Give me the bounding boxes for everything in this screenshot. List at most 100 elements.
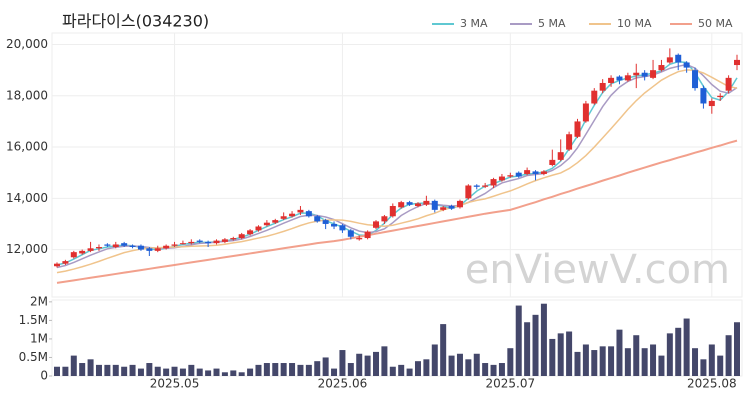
candle-body bbox=[314, 216, 321, 222]
volume-bar bbox=[129, 364, 136, 376]
volume-bar bbox=[524, 322, 531, 376]
volume-bar bbox=[87, 359, 94, 376]
candle-body bbox=[247, 230, 254, 235]
candle-body bbox=[364, 231, 371, 239]
candle-body bbox=[549, 159, 556, 165]
y-tick-label: 16,000 bbox=[6, 140, 48, 154]
volume-bar bbox=[515, 305, 522, 376]
volume-bar bbox=[650, 344, 657, 376]
volume-bar bbox=[331, 368, 338, 376]
candle-body bbox=[280, 216, 287, 219]
candle-body bbox=[213, 240, 220, 244]
volume-bar bbox=[734, 322, 740, 376]
volume-bar bbox=[179, 368, 186, 376]
candle-body bbox=[339, 225, 346, 231]
candle-body bbox=[633, 72, 640, 76]
volume-bar bbox=[540, 303, 547, 376]
volume-bar bbox=[272, 363, 279, 376]
volume-bar bbox=[205, 370, 212, 376]
volume-bar bbox=[347, 363, 354, 376]
candle-body bbox=[373, 221, 380, 228]
candle-body bbox=[423, 200, 430, 205]
volume-bar bbox=[137, 368, 144, 376]
y-tick-label: 14,000 bbox=[6, 191, 48, 205]
candle-body bbox=[515, 172, 522, 177]
volume-bar bbox=[490, 364, 497, 376]
candle-body bbox=[322, 220, 329, 224]
candle-body bbox=[507, 175, 514, 177]
candle-body bbox=[104, 244, 111, 246]
candle-body bbox=[112, 244, 119, 248]
candle-body bbox=[398, 202, 405, 208]
volume-bar bbox=[398, 364, 405, 376]
candle-body bbox=[608, 77, 615, 83]
candle-body bbox=[137, 245, 144, 250]
volume-bar bbox=[221, 372, 228, 376]
volume-bar bbox=[633, 335, 640, 376]
volume-bar bbox=[582, 344, 589, 376]
volume-bar bbox=[465, 359, 472, 376]
volume-bar bbox=[230, 370, 237, 376]
volume-bar bbox=[188, 364, 195, 376]
volume-bar bbox=[163, 368, 170, 376]
candle-body bbox=[179, 243, 186, 245]
volume-bar bbox=[305, 364, 312, 376]
candle-body bbox=[524, 170, 531, 174]
candle-body bbox=[566, 134, 573, 150]
volume-bar bbox=[616, 329, 623, 376]
volume-bar bbox=[54, 366, 60, 376]
candle-body bbox=[62, 261, 69, 264]
candle-body bbox=[582, 103, 589, 122]
candle-body bbox=[675, 54, 682, 63]
volume-bar bbox=[238, 372, 245, 376]
candle-body bbox=[708, 100, 715, 107]
candle-body bbox=[163, 245, 170, 249]
candle-body bbox=[272, 220, 279, 223]
volume-bar bbox=[440, 324, 447, 376]
candle-body bbox=[666, 57, 673, 63]
candle-body bbox=[238, 234, 245, 239]
volume-bar bbox=[700, 359, 707, 376]
volume-bar bbox=[448, 355, 455, 376]
x-tick-label: 2025.06 bbox=[318, 377, 368, 391]
volume-bar bbox=[675, 327, 682, 376]
candle-body bbox=[482, 185, 489, 187]
candle-body bbox=[641, 72, 648, 77]
volume-bar bbox=[121, 366, 128, 376]
candle-body bbox=[347, 230, 354, 237]
volume-bar bbox=[574, 351, 581, 376]
candle-body bbox=[230, 238, 237, 240]
volume-bar bbox=[498, 363, 505, 376]
candle-body bbox=[205, 241, 212, 244]
volume-bar bbox=[406, 368, 413, 376]
candle-body bbox=[331, 223, 338, 227]
legend-label: 5 MA bbox=[538, 17, 566, 30]
candle-body bbox=[431, 200, 438, 210]
volume-bar bbox=[79, 363, 86, 376]
volume-bar bbox=[608, 346, 615, 376]
ma-line bbox=[56, 69, 738, 274]
volume-bar bbox=[557, 333, 564, 376]
volume-bar bbox=[658, 355, 665, 376]
volume-bar bbox=[717, 355, 724, 376]
candle-body bbox=[297, 209, 304, 213]
candle-body bbox=[717, 95, 724, 98]
volume-tick-label: 1.5M bbox=[19, 313, 48, 327]
candle-body bbox=[734, 59, 740, 66]
candle-body bbox=[70, 252, 77, 258]
candle-body bbox=[129, 245, 136, 248]
volume-bar bbox=[95, 364, 102, 376]
legend-label: 10 MA bbox=[617, 17, 652, 30]
volume-bar bbox=[263, 363, 270, 376]
chart-title: 파라다이스(034230) bbox=[62, 12, 209, 31]
volume-bar bbox=[154, 366, 161, 376]
volume-bar bbox=[473, 353, 480, 376]
volume-bar bbox=[247, 368, 254, 376]
candle-body bbox=[406, 202, 413, 205]
volume-bar bbox=[112, 364, 119, 376]
volume-bar bbox=[641, 348, 648, 376]
volume-bar bbox=[196, 368, 203, 376]
candle-body bbox=[95, 247, 102, 249]
